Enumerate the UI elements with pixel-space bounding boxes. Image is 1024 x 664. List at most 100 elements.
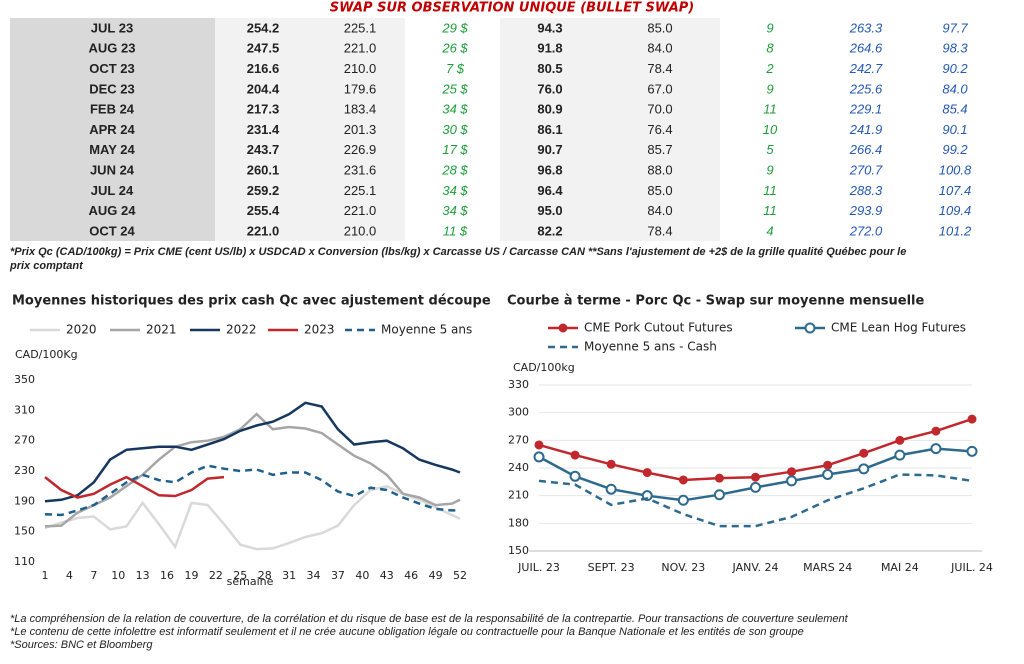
table-cell: 225.1 — [344, 20, 377, 35]
x-tick-label: 31 — [282, 569, 296, 582]
table-cell: 5 — [766, 142, 774, 157]
legend-label: CME Lean Hog Futures — [831, 321, 966, 335]
table-cell: 255.4 — [247, 203, 280, 218]
x-tick-label: 7 — [90, 569, 97, 582]
x-tick-label: 34 — [307, 569, 321, 582]
x-tick-label: 43 — [380, 569, 394, 582]
table-cell: 11 — [763, 183, 777, 198]
table-cell: 88.0 — [647, 163, 672, 178]
legend-label: CME Pork Cutout Futures — [584, 321, 733, 335]
table-cell: 97.7 — [942, 20, 968, 35]
table-cell: 221.0 — [247, 223, 280, 238]
table-cell: 30 $ — [442, 122, 468, 137]
table-cell: 85.7 — [647, 142, 672, 157]
legend-label: 2020 — [66, 323, 97, 337]
table-cell: 78.4 — [647, 223, 672, 238]
table-cell: 84.0 — [942, 81, 968, 96]
table-cell: 90.7 — [537, 142, 562, 157]
point-marker — [931, 426, 941, 436]
x-tick-label: 13 — [136, 569, 150, 582]
x-tick-label: SEPT. 23 — [588, 561, 635, 574]
chart-title: Courbe à terme - Porc Qc - Swap sur moye… — [507, 294, 925, 309]
table-cell: 229.1 — [849, 102, 883, 117]
series-line — [44, 484, 461, 551]
table-cell: 216.6 — [247, 61, 280, 76]
table-cell: AUG 23 — [89, 41, 136, 56]
table-cell: 91.8 — [537, 41, 562, 56]
table-cell: 210.0 — [344, 223, 377, 238]
table-title: SWAP SUR OBSERVATION UNIQUE (BULLET SWAP… — [330, 1, 694, 16]
footnote: *Prix Qc (CAD/100kg) = Prix CME (cent US… — [10, 246, 906, 258]
point-marker — [786, 475, 798, 487]
table-cell: 179.6 — [344, 81, 377, 96]
table-cell: 80.9 — [537, 102, 562, 117]
table-cell: 259.2 — [247, 183, 280, 198]
x-tick-label: 4 — [66, 569, 73, 582]
table-cell: 67.0 — [647, 81, 672, 96]
x-tick-label: JUIL. 24 — [950, 561, 993, 574]
table-cell: 217.3 — [247, 102, 280, 117]
point-marker — [895, 435, 905, 445]
x-tick-label: 10 — [111, 569, 125, 582]
x-tick-label: 40 — [355, 569, 369, 582]
table-cell: 8 — [766, 41, 774, 56]
footnote: prix comptant — [9, 260, 84, 272]
point-marker — [966, 445, 978, 457]
table-cell: 100.8 — [939, 163, 972, 178]
point-marker — [678, 475, 688, 485]
table-cell: OCT 24 — [89, 223, 135, 238]
chart-title: Moyennes historiques des prix cash Qc av… — [12, 294, 491, 309]
table-cell: 85.0 — [647, 20, 672, 35]
x-tick-label: 28 — [258, 569, 272, 582]
point-marker — [858, 463, 870, 475]
table-cell: 11 $ — [443, 223, 468, 238]
table-cell: 264.6 — [849, 41, 883, 56]
y-tick-label: 180 — [508, 516, 529, 529]
table-cell: 76.0 — [537, 81, 562, 96]
point-marker — [570, 450, 580, 460]
y-axis-label: CAD/100kg — [513, 361, 575, 374]
legend-label: Moyenne 5 ans — [381, 323, 472, 337]
x-tick-label: MAI 24 — [881, 561, 919, 574]
table-cell: 78.4 — [647, 61, 672, 76]
legend-label: 2022 — [226, 323, 257, 337]
table-cell: 11 — [763, 102, 777, 117]
table-cell: 94.3 — [537, 20, 562, 35]
table-cell: 107.4 — [939, 183, 972, 198]
x-tick-label: JANV. 24 — [732, 561, 779, 574]
table-cell: 241.9 — [849, 122, 883, 137]
y-tick-label: 230 — [14, 464, 35, 477]
table-cell: 84.0 — [647, 203, 672, 218]
table-cell: 109.4 — [939, 203, 972, 218]
table-cell: 242.7 — [849, 61, 883, 76]
table-cell: 28 $ — [441, 163, 468, 178]
table-cell: 270.7 — [849, 163, 883, 178]
table-cell: 225.1 — [344, 183, 377, 198]
table-cell: 254.2 — [247, 20, 280, 35]
table-cell: 96.4 — [537, 183, 563, 198]
table-cell: 7 $ — [446, 61, 465, 76]
table-cell: 231.4 — [247, 122, 280, 137]
y-tick-label: 350 — [14, 373, 35, 386]
table-cell: 17 $ — [442, 142, 468, 157]
table-cell: JUL 24 — [91, 183, 134, 198]
table-cell: 99.2 — [942, 142, 968, 157]
point-marker — [569, 470, 581, 482]
table-cell: 4 — [766, 223, 773, 238]
x-tick-label: 37 — [331, 569, 345, 582]
table-cell: 9 — [766, 20, 773, 35]
table-cell: 26 $ — [441, 41, 468, 56]
table-cell: 201.3 — [344, 122, 377, 137]
note: *Le contenu de cette infolettre est info… — [10, 626, 804, 638]
table-cell: 34 $ — [442, 102, 468, 117]
table-cell: MAY 24 — [89, 142, 135, 157]
x-tick-label: 1 — [42, 569, 49, 582]
table-cell: 210.0 — [344, 61, 377, 76]
note: *Sources: BNC et Bloomberg — [10, 639, 153, 651]
table-cell: 85.0 — [647, 183, 672, 198]
y-tick-label: 270 — [508, 433, 529, 446]
legend-marker — [558, 323, 568, 333]
table-cell: 272.0 — [849, 223, 883, 238]
